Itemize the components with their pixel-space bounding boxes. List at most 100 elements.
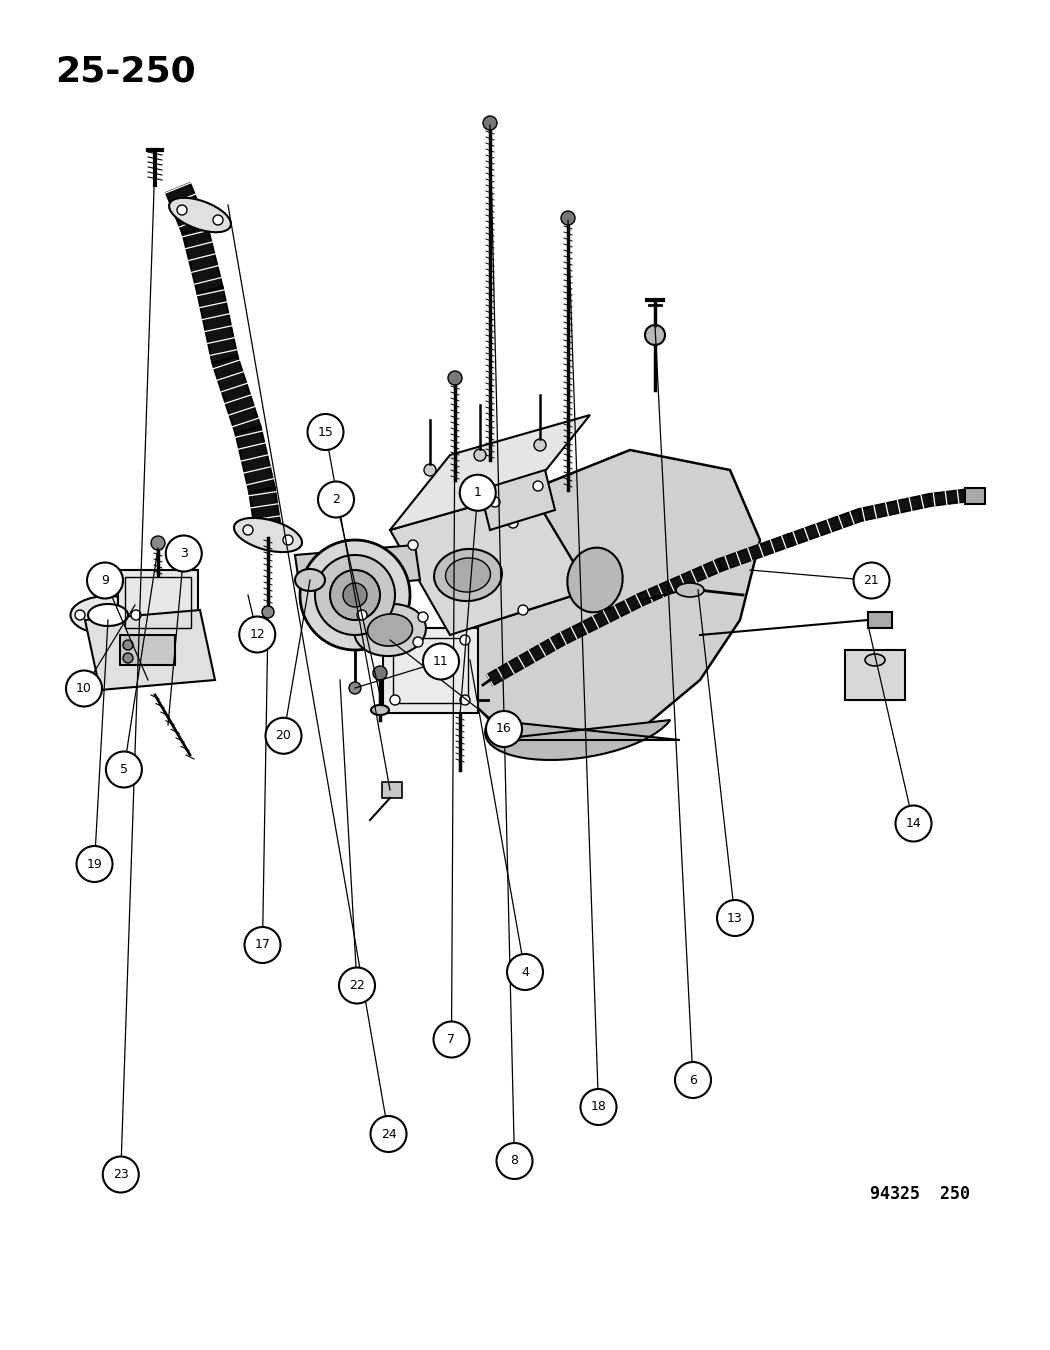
Circle shape: [151, 536, 165, 549]
Polygon shape: [390, 414, 590, 531]
Text: 4: 4: [521, 965, 529, 979]
Bar: [393, 637, 467, 702]
Ellipse shape: [70, 595, 146, 634]
Ellipse shape: [865, 653, 885, 666]
Circle shape: [518, 605, 528, 616]
Bar: [125, 576, 191, 628]
Polygon shape: [929, 489, 971, 506]
Ellipse shape: [295, 568, 326, 591]
Circle shape: [339, 968, 375, 1003]
Circle shape: [66, 671, 102, 706]
Ellipse shape: [434, 549, 502, 601]
Bar: [965, 487, 985, 504]
Bar: [382, 782, 402, 798]
Polygon shape: [558, 594, 643, 645]
Text: 7: 7: [447, 1033, 456, 1046]
Text: 94325  250: 94325 250: [870, 1185, 970, 1203]
Circle shape: [675, 1062, 711, 1098]
Circle shape: [239, 617, 275, 652]
Circle shape: [315, 555, 395, 634]
Polygon shape: [390, 490, 590, 634]
Ellipse shape: [354, 603, 426, 656]
Circle shape: [123, 653, 133, 663]
Circle shape: [166, 536, 202, 571]
Text: 17: 17: [254, 938, 271, 952]
Polygon shape: [235, 427, 275, 493]
Circle shape: [508, 518, 518, 528]
Circle shape: [245, 927, 280, 963]
Circle shape: [266, 718, 301, 753]
Text: 6: 6: [689, 1073, 697, 1087]
Polygon shape: [197, 288, 237, 363]
Polygon shape: [637, 559, 722, 606]
Ellipse shape: [368, 614, 413, 647]
Circle shape: [103, 1157, 139, 1192]
Text: 1: 1: [474, 486, 482, 500]
Circle shape: [284, 535, 293, 545]
Polygon shape: [487, 634, 563, 686]
Bar: [382, 628, 478, 713]
Circle shape: [533, 481, 543, 491]
Ellipse shape: [676, 583, 704, 597]
Circle shape: [854, 563, 889, 598]
Circle shape: [262, 606, 274, 618]
Circle shape: [308, 414, 343, 450]
Circle shape: [408, 540, 418, 549]
Circle shape: [75, 610, 85, 620]
Circle shape: [418, 612, 428, 622]
Circle shape: [390, 695, 400, 705]
Ellipse shape: [169, 198, 231, 232]
Ellipse shape: [645, 325, 665, 346]
Circle shape: [434, 1022, 469, 1057]
Text: 21: 21: [863, 574, 880, 587]
Circle shape: [460, 634, 470, 645]
Ellipse shape: [567, 548, 623, 613]
Circle shape: [106, 752, 142, 787]
Ellipse shape: [88, 603, 128, 626]
Text: 16: 16: [496, 722, 512, 736]
Circle shape: [357, 610, 367, 620]
Polygon shape: [845, 649, 905, 701]
Polygon shape: [166, 184, 207, 235]
Polygon shape: [85, 610, 215, 690]
Circle shape: [300, 540, 410, 649]
Text: 8: 8: [510, 1154, 519, 1168]
Polygon shape: [249, 489, 280, 532]
Circle shape: [373, 666, 387, 680]
Circle shape: [497, 1143, 532, 1179]
Circle shape: [717, 900, 753, 936]
Circle shape: [483, 116, 497, 130]
Text: 18: 18: [590, 1100, 607, 1114]
Ellipse shape: [371, 705, 388, 716]
Bar: [868, 612, 892, 628]
Circle shape: [474, 450, 486, 460]
Bar: [118, 570, 198, 634]
Circle shape: [507, 954, 543, 990]
Circle shape: [343, 583, 368, 608]
Bar: [120, 634, 175, 666]
Polygon shape: [859, 494, 931, 521]
Circle shape: [243, 525, 253, 535]
Text: 9: 9: [101, 574, 109, 587]
Circle shape: [460, 475, 496, 510]
Text: 3: 3: [180, 547, 188, 560]
Text: 14: 14: [905, 817, 922, 830]
Circle shape: [390, 634, 400, 645]
Circle shape: [424, 464, 436, 477]
Text: 19: 19: [86, 857, 103, 871]
Circle shape: [318, 482, 354, 517]
Circle shape: [448, 371, 462, 385]
Text: 22: 22: [349, 979, 365, 992]
Circle shape: [177, 205, 187, 215]
Circle shape: [330, 570, 380, 620]
Circle shape: [486, 711, 522, 747]
Text: 20: 20: [275, 729, 292, 742]
Polygon shape: [450, 450, 760, 740]
Ellipse shape: [234, 518, 302, 552]
Polygon shape: [295, 545, 420, 590]
Text: 11: 11: [433, 655, 449, 668]
Polygon shape: [718, 535, 792, 571]
Text: 25-250: 25-250: [55, 55, 195, 89]
Circle shape: [460, 695, 470, 705]
Circle shape: [490, 497, 500, 508]
